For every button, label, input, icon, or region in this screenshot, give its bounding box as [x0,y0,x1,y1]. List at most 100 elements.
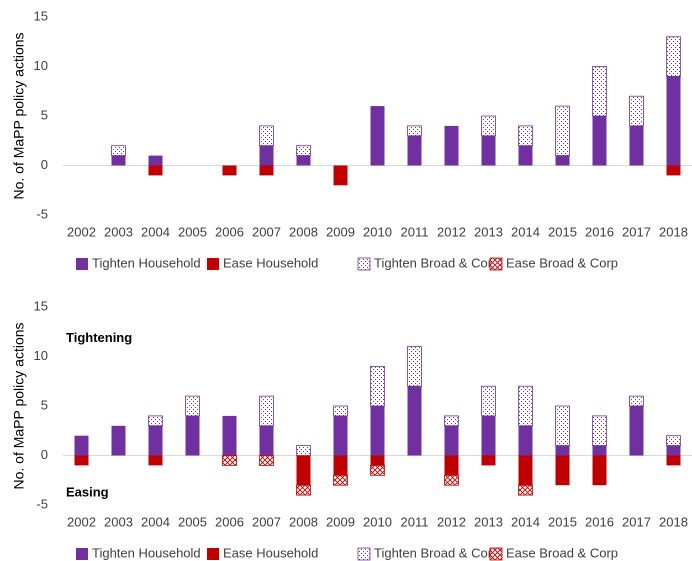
bar-segment [666,165,681,176]
bar-segment [74,455,89,466]
x-tick-label: 2004 [141,514,170,529]
x-tick-label: 2015 [548,224,577,239]
bar-segment [185,395,200,417]
legend-label: Tighten Broad & Corp [374,545,499,560]
bar-segment [296,455,311,486]
bar-segment [259,425,274,456]
bar-segment [370,365,385,407]
x-tick-label: 2006 [215,224,244,239]
x-tick-label: 2012 [437,514,466,529]
bar-segment [555,105,570,156]
bar-segment [222,165,237,176]
y-tick-label: 10 [34,348,48,363]
y-tick-label: 0 [41,447,48,462]
bar-segment [592,116,607,166]
bar-segment [444,425,459,456]
y-tick-label: 5 [41,397,48,412]
bar-segment [407,125,422,137]
x-tick-label: 2007 [252,224,281,239]
x-tick-label: 2010 [363,514,392,529]
bar-segment [481,415,496,456]
bar-segment [407,346,422,387]
bar-segment [259,455,274,466]
x-tick-label: 2016 [585,224,614,239]
x-tick-label: 2003 [104,224,133,239]
bar-segment [444,474,459,486]
legend-label: Ease Broad & Corp [506,545,618,560]
bar-segment [592,445,607,456]
bar-segment [592,455,607,486]
y-tick-label: 15 [34,8,48,23]
legend-swatch [76,258,88,270]
bar-segment [111,425,126,456]
x-tick-label: 2002 [67,514,96,529]
bar-segment [370,106,385,166]
bar-segment [148,425,163,456]
bar-segment [259,125,274,147]
x-tick-label: 2017 [622,514,651,529]
bar-segment [518,455,533,486]
x-tick-label: 2008 [289,514,318,529]
annotation: Easing [66,485,109,500]
bar-segment [666,76,681,166]
bar-segment [74,435,89,456]
x-tick-label: 2002 [67,224,96,239]
bar-segment [222,455,237,466]
x-tick-label: 2003 [104,514,133,529]
x-tick-label: 2014 [511,224,540,239]
legend-swatch [357,547,371,561]
legend-swatch [207,258,219,270]
bar-segment [333,415,348,456]
bar-segment [407,386,422,456]
x-tick-label: 2004 [141,224,170,239]
legend-label: Ease Broad & Corp [506,255,618,270]
bar-segment [629,395,644,407]
bar-segment [629,125,644,166]
bar-segment [518,484,533,496]
bar-segment [259,165,274,176]
bar-segment [370,406,385,456]
bar-segment [407,135,422,166]
bar-segment [629,95,644,127]
bar-segment [259,145,274,166]
bar-segment [148,155,163,166]
bar-segment [148,415,163,427]
bar-segment [518,125,533,147]
y-tick-label: 10 [34,58,48,73]
bar-segment [518,425,533,456]
bar-segment [555,445,570,456]
bar-segment [296,445,311,456]
y-tick-label: 0 [41,157,48,172]
bar-segment [444,125,459,166]
bar-segment [666,435,681,447]
legend-swatch [489,547,503,561]
x-tick-label: 2007 [252,514,281,529]
x-tick-label: 2008 [289,224,318,239]
legend-swatch [76,548,88,560]
y-axis-label: No. of MaPP policy actions [11,322,27,489]
x-tick-label: 2018 [659,514,688,529]
x-tick-label: 2013 [474,224,503,239]
bar-segment [296,484,311,496]
x-tick-label: 2011 [401,514,429,529]
legend-label: Tighten Broad & Corp [374,255,499,270]
x-tick-label: 2009 [326,224,355,239]
legend-swatch [357,257,371,271]
bar-segment [185,415,200,456]
y-tick-label: 15 [34,298,48,313]
bar-segment [370,464,385,476]
bar-segment [555,405,570,446]
bar-segment [444,415,459,427]
y-tick-label: -5 [36,496,48,511]
bar-segment [259,395,274,427]
y-axis-label: No. of MaPP policy actions [11,32,27,199]
legend-label: Ease Household [223,545,318,560]
x-tick-label: 2005 [178,224,207,239]
x-tick-label: 2013 [474,514,503,529]
legend-swatch [207,548,219,560]
bar-segment [333,405,348,417]
x-tick-label: 2006 [215,514,244,529]
bar-segment [555,155,570,166]
x-tick-label: 2010 [363,224,392,239]
